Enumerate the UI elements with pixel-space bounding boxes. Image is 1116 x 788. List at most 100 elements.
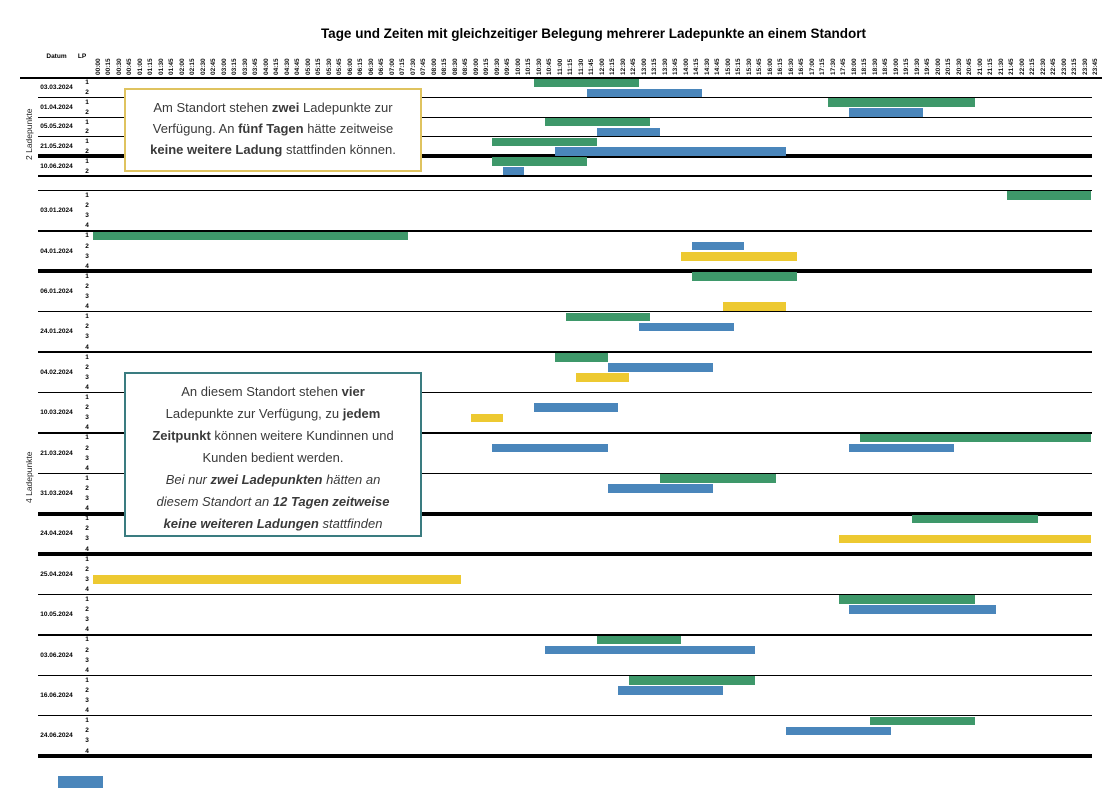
- date-label: 10.06.2024: [40, 162, 73, 170]
- gantt-bar: [492, 157, 587, 166]
- time-tick-label: 00:15: [105, 58, 113, 75]
- lp-row-label: 1: [85, 272, 89, 280]
- time-tick-label: 11:00: [556, 58, 564, 75]
- time-tick-label: 07:00: [388, 58, 396, 75]
- time-tick-label: 21:00: [976, 58, 984, 75]
- lp-row-label: 2: [85, 128, 89, 136]
- time-tick-label: 04:30: [283, 58, 291, 75]
- lp-row-label: 3: [85, 212, 89, 220]
- gantt-bar: [93, 575, 461, 584]
- time-tick-label: 03:30: [241, 58, 249, 75]
- annotation-text-segment: fünf Tagen: [238, 121, 304, 136]
- date-label: 04.02.2024: [40, 368, 73, 376]
- annotation-text-segment: stattfinden können.: [282, 142, 396, 157]
- time-tick-label: 22:00: [1018, 58, 1026, 75]
- lp-row-label: 2: [85, 606, 89, 614]
- time-tick-label: 12:00: [598, 58, 606, 75]
- time-tick-label: 15:00: [724, 58, 732, 75]
- lp-row-label: 2: [85, 202, 89, 210]
- date-label: 03.03.2024: [40, 84, 73, 92]
- lp-row-label: 3: [85, 293, 89, 301]
- gantt-bar: [502, 167, 524, 176]
- gantt-bar: [639, 322, 734, 332]
- time-tick-label: 18:15: [861, 58, 869, 75]
- time-tick-label: 12:30: [619, 58, 627, 75]
- gantt-bar: [912, 514, 1038, 524]
- lp-row-label: 1: [85, 138, 89, 146]
- gantt-bar: [691, 272, 797, 281]
- lp-row-label: 1: [85, 555, 89, 563]
- time-tick-label: 01:30: [157, 58, 165, 75]
- bottom-left-blue-fragment: [58, 776, 103, 788]
- time-tick-label: 23:15: [1071, 58, 1079, 75]
- row-separator-line: [38, 116, 1092, 118]
- annotation-box-2lp: Am Standort stehen zwei Ladepunkte zur Ve…: [124, 88, 422, 172]
- time-tick-label: 10:45: [546, 58, 554, 75]
- lp-row-label: 4: [85, 626, 89, 634]
- gantt-bar: [607, 363, 713, 372]
- time-tick-label: 21:45: [1008, 58, 1016, 75]
- gantt-bar: [838, 534, 1091, 544]
- column-header-datum: Datum: [46, 53, 67, 60]
- time-tick-label: 00:30: [115, 58, 123, 75]
- annotation-text-segment: Zeitpunkt: [152, 428, 211, 443]
- date-label: 25.04.2024: [40, 570, 73, 578]
- gantt-bar: [618, 686, 723, 695]
- time-tick-label: 08:30: [451, 58, 459, 75]
- time-tick-label: 05:45: [336, 58, 344, 75]
- time-tick-label: 18:30: [871, 58, 879, 75]
- time-tick-label: 00:45: [126, 58, 134, 75]
- time-tick-label: 21:15: [987, 58, 995, 75]
- date-label: 05.05.2024: [40, 123, 73, 131]
- lp-row-label: 4: [85, 383, 89, 391]
- time-tick-label: 22:15: [1029, 58, 1037, 75]
- lp-row-label: 4: [85, 747, 89, 755]
- time-tick-label: 17:45: [840, 58, 848, 75]
- time-tick-label: 10:00: [514, 58, 522, 75]
- date-label: 01.04.2024: [40, 103, 73, 111]
- chart-title: Tage und Zeiten mit gleichzeitiger Beleg…: [320, 26, 867, 41]
- time-tick-label: 01:45: [168, 58, 176, 75]
- time-tick-label: 13:30: [661, 58, 669, 75]
- row-separator-line: [38, 175, 1092, 177]
- lp-row-label: 4: [85, 464, 89, 472]
- lp-row-label: 2: [85, 282, 89, 290]
- date-label: 10.03.2024: [40, 409, 73, 417]
- row-separator-line: [38, 391, 1092, 394]
- lp-row-label: 2: [85, 727, 89, 735]
- time-tick-label: 06:00: [346, 58, 354, 75]
- time-tick-label: 04:00: [262, 58, 270, 75]
- lp-row-label: 3: [85, 535, 89, 543]
- lp-row-label: 1: [85, 596, 89, 604]
- lp-row-label: 4: [85, 545, 89, 553]
- lp-row-label: 1: [85, 676, 89, 684]
- time-tick-label: 10:15: [525, 58, 533, 75]
- time-tick-label: 20:00: [934, 58, 942, 75]
- lp-row-label: 2: [85, 484, 89, 492]
- time-tick-label: 12:45: [630, 58, 638, 75]
- time-tick-label: 02:30: [199, 58, 207, 75]
- time-tick-label: 05:00: [304, 58, 312, 75]
- lp-row-label: 1: [85, 636, 89, 644]
- gantt-bar: [859, 433, 1091, 443]
- time-tick-label: 21:30: [997, 58, 1005, 75]
- annotation-text-segment: Am Standort stehen: [153, 100, 272, 115]
- time-tick-label: 18:45: [882, 58, 890, 75]
- gantt-bar: [565, 312, 650, 322]
- lp-row-label: 3: [85, 697, 89, 705]
- time-tick-label: 13:00: [640, 58, 648, 75]
- annotation-text-segment: stattfinden: [318, 516, 383, 531]
- gantt-bar: [534, 78, 639, 88]
- annotation-text-segment: Kunden bedient werden.: [202, 450, 344, 465]
- lp-row-label: 1: [85, 192, 89, 200]
- annotation-text-segment: zwei Ladepunkten: [210, 472, 323, 487]
- gantt-bar: [534, 403, 618, 413]
- row-separator-line: [38, 136, 1092, 138]
- time-tick-label: 22:45: [1050, 58, 1058, 75]
- time-tick-label: 19:00: [892, 58, 900, 75]
- annotation-text-segment: hätte zeitweise: [303, 121, 394, 136]
- lp-row-label: 2: [85, 404, 89, 412]
- row-separator-line: [38, 674, 1092, 676]
- annotation-text-segment: 12 Tagen zeitweise: [272, 494, 390, 509]
- time-tick-label: 08:15: [441, 58, 449, 75]
